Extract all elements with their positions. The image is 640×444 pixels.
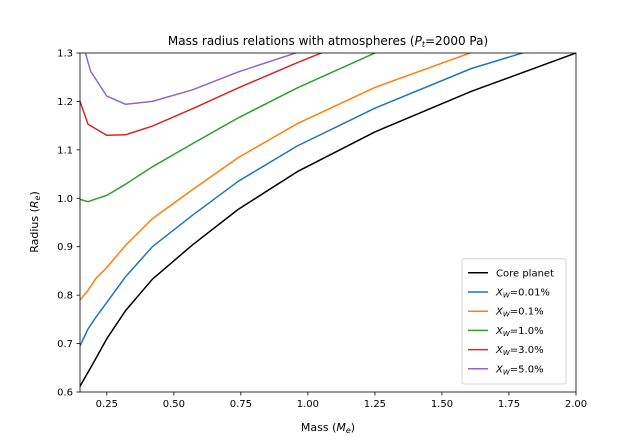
plot-frame bbox=[79, 52, 577, 393]
y-tick-label: 0.9 bbox=[57, 242, 73, 253]
x-tick-label: 1.50 bbox=[431, 399, 453, 410]
legend-label-4: XW=1.0% bbox=[495, 326, 544, 338]
series-line-1 bbox=[80, 53, 576, 388]
y-tick-label: 1.1 bbox=[57, 145, 73, 156]
y-tick-label: 0.8 bbox=[57, 291, 73, 302]
series-line-6 bbox=[84, 53, 299, 106]
x-tick-label: 2.00 bbox=[565, 399, 587, 410]
series-line-3 bbox=[80, 53, 473, 302]
legend-label-1: Core planet bbox=[496, 268, 554, 279]
series-line-5 bbox=[80, 53, 323, 137]
y-tick-label: 1.0 bbox=[57, 194, 73, 205]
chart-title: Mass radius relations with atmospheres (… bbox=[168, 34, 488, 49]
y-tick-label: 0.6 bbox=[57, 388, 73, 399]
x-axis-label: Mass (Me) bbox=[301, 421, 355, 435]
y-tick-label: 0.7 bbox=[57, 339, 73, 350]
x-tick-label: 1.00 bbox=[297, 399, 319, 410]
legend-label-2: XW=0.01% bbox=[495, 288, 550, 300]
series-layer bbox=[80, 53, 576, 388]
x-tick-label: 1.75 bbox=[498, 399, 520, 410]
legend-label-3: XW=0.1% bbox=[495, 307, 544, 319]
legend-label-6: XW=5.0% bbox=[495, 364, 544, 376]
x-tick-label: 0.50 bbox=[163, 399, 185, 410]
y-axis-label: Radius (Re) bbox=[28, 191, 42, 253]
legend: Core planet XW=0.01% XW=0.1% XW=1.0% XW=3.0%… bbox=[461, 258, 567, 385]
x-tick-label: 0.25 bbox=[96, 399, 118, 410]
legend-label-5: XW=3.0% bbox=[495, 345, 544, 357]
x-tick-label: 1.25 bbox=[364, 399, 386, 410]
series-line-2 bbox=[80, 53, 524, 347]
axes-layer: 0.25 0.50 0.75 1.00 1.25 1.50 1.75 2.00 0.6 0.7 0.… bbox=[57, 49, 587, 411]
y-tick-label: 1.2 bbox=[57, 97, 73, 108]
y-tick-label: 1.3 bbox=[57, 49, 73, 60]
x-tick-label: 0.75 bbox=[230, 399, 252, 410]
series-line-4 bbox=[80, 53, 376, 203]
legend-box bbox=[461, 258, 567, 385]
